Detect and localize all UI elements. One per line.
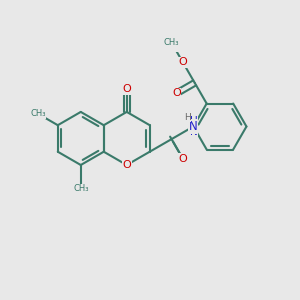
Text: O: O [122, 160, 131, 170]
Text: N: N [189, 120, 198, 133]
Text: CH₃: CH₃ [31, 110, 46, 118]
Text: H
N: H N [190, 116, 197, 137]
Text: CH₃: CH₃ [73, 184, 88, 194]
Text: CH₃: CH₃ [164, 38, 179, 47]
Text: O: O [122, 84, 131, 94]
Text: O: O [178, 154, 187, 164]
Text: H: H [184, 113, 191, 122]
Text: O: O [172, 88, 181, 98]
Text: O: O [178, 57, 187, 67]
